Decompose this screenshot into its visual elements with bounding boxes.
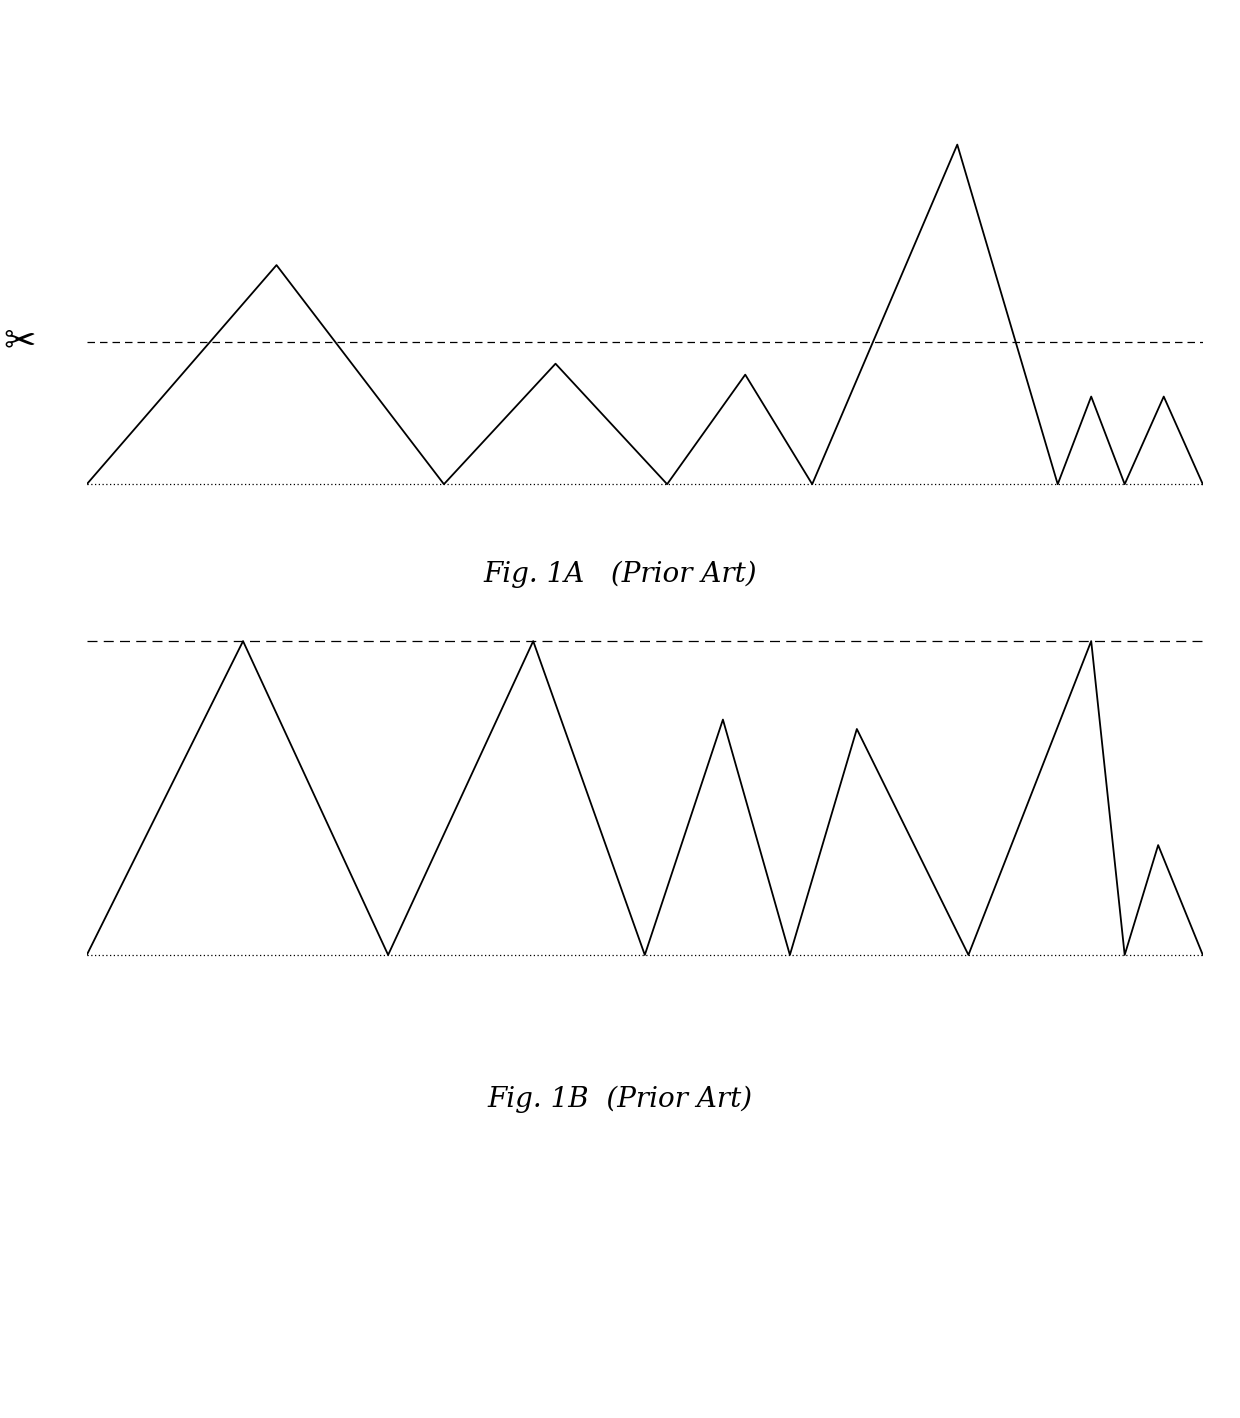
Text: ✂: ✂ bbox=[4, 322, 36, 360]
Text: Fig. 1A   (Prior Art): Fig. 1A (Prior Art) bbox=[484, 560, 756, 588]
Text: Fig. 1B  (Prior Art): Fig. 1B (Prior Art) bbox=[487, 1085, 753, 1113]
